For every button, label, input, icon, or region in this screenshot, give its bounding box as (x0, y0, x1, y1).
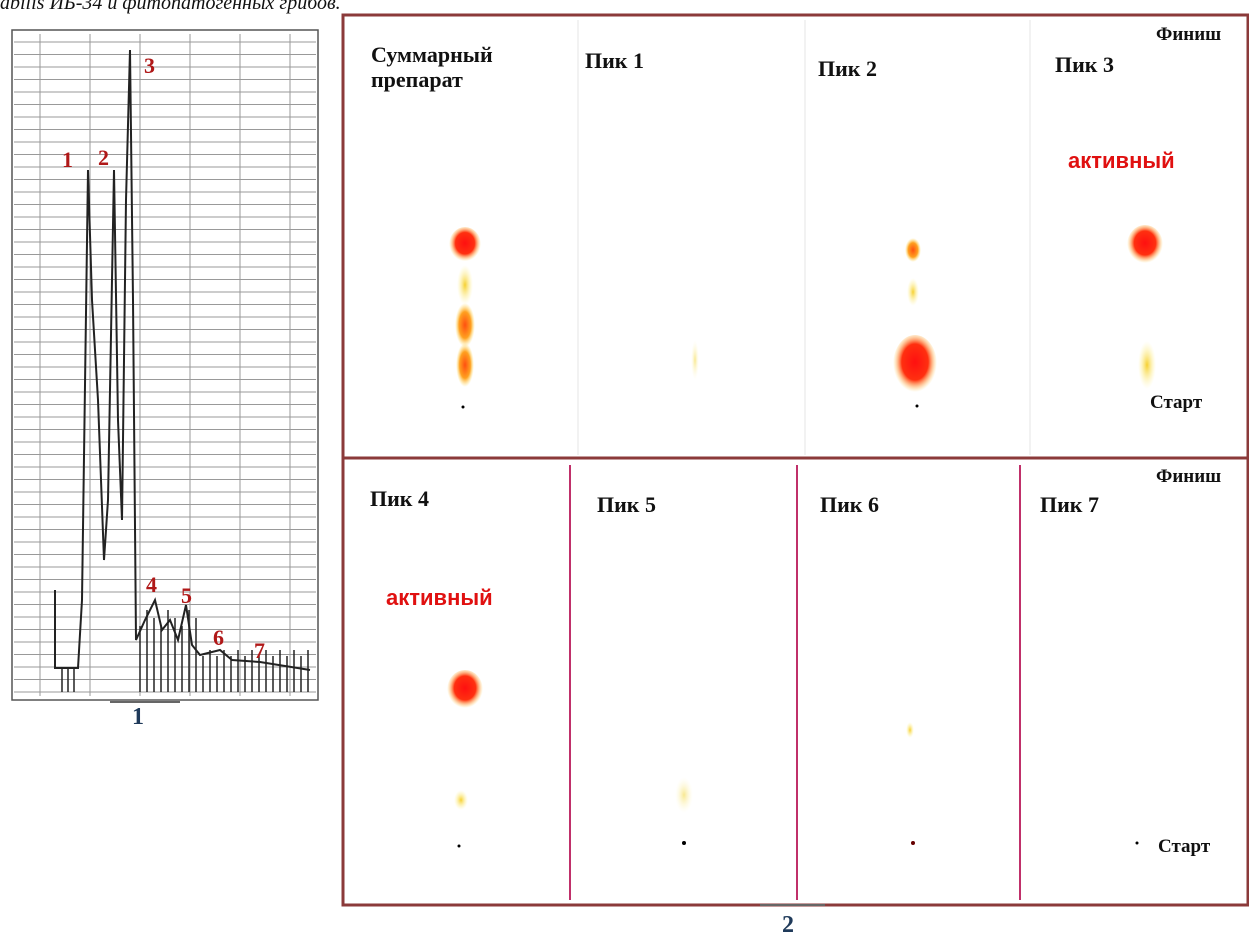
plate-title: Пик 4 (370, 486, 429, 511)
page: abilis ИБ-34 и фитопатогенных грибов. 1 … (0, 0, 1249, 943)
plate-title: Пик 3 (1055, 52, 1114, 77)
panel-label: 2 (782, 912, 794, 939)
start-label: Старт (1158, 836, 1210, 858)
peak-label: 2 (98, 145, 109, 171)
peak-label: 4 (146, 572, 157, 598)
figure (0, 0, 1249, 943)
active-note: активный (1068, 148, 1175, 173)
peak-label: 5 (181, 583, 192, 609)
plate-title: Пик 2 (818, 56, 877, 81)
peak-label: 7 (254, 638, 265, 664)
caption: abilis ИБ-34 и фитопатогенных грибов. (0, 0, 341, 15)
peak-label: 6 (213, 625, 224, 651)
plate-title: Пик 6 (820, 492, 879, 517)
plate-title: Пик 1 (585, 48, 644, 73)
start-label: Старт (1150, 392, 1202, 414)
peak-label: 1 (62, 147, 73, 173)
finish-label: Финиш (1156, 24, 1221, 46)
plate-title: Пик 7 (1040, 492, 1099, 517)
plate-title-line: препарат (371, 67, 463, 92)
plate-title-line: Суммарный (371, 42, 493, 67)
finish-label: Финиш (1156, 466, 1221, 488)
plate-title: Пик 5 (597, 492, 656, 517)
active-note: активный (386, 585, 493, 610)
chromatogram (12, 30, 318, 700)
panel-label: 1 (132, 704, 144, 731)
peak-label: 3 (144, 53, 155, 79)
